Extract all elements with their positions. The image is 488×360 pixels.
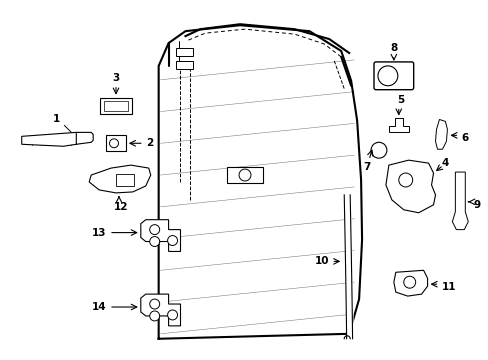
Polygon shape — [385, 160, 435, 213]
Circle shape — [403, 276, 415, 288]
Circle shape — [377, 66, 397, 86]
Text: 8: 8 — [389, 43, 397, 53]
Circle shape — [398, 173, 412, 187]
Circle shape — [149, 311, 160, 321]
Text: 13: 13 — [91, 228, 106, 238]
Text: 6: 6 — [460, 133, 468, 143]
Circle shape — [109, 139, 118, 148]
FancyBboxPatch shape — [104, 100, 128, 111]
FancyBboxPatch shape — [100, 98, 132, 113]
Polygon shape — [89, 165, 150, 193]
Polygon shape — [435, 120, 447, 149]
Circle shape — [167, 310, 177, 320]
Circle shape — [149, 225, 160, 235]
Circle shape — [239, 169, 250, 181]
Text: 14: 14 — [91, 302, 106, 312]
Polygon shape — [388, 118, 408, 132]
Circle shape — [167, 235, 177, 246]
Text: 12: 12 — [114, 202, 128, 212]
Text: 11: 11 — [441, 282, 455, 292]
Text: 3: 3 — [112, 73, 120, 83]
FancyBboxPatch shape — [373, 62, 413, 90]
Polygon shape — [141, 220, 180, 251]
Text: 5: 5 — [396, 95, 404, 105]
Bar — [175, 48, 193, 56]
Text: 1: 1 — [53, 114, 60, 125]
Polygon shape — [451, 172, 468, 230]
Text: 10: 10 — [314, 256, 328, 266]
Text: 4: 4 — [441, 158, 448, 168]
Text: 9: 9 — [472, 200, 479, 210]
Circle shape — [370, 142, 386, 158]
Polygon shape — [393, 270, 427, 296]
Text: 7: 7 — [363, 162, 370, 172]
Polygon shape — [76, 132, 93, 144]
Polygon shape — [141, 294, 180, 326]
Circle shape — [149, 299, 160, 309]
Polygon shape — [21, 132, 89, 146]
Bar — [175, 61, 193, 69]
Text: 2: 2 — [145, 138, 153, 148]
Circle shape — [149, 237, 160, 247]
Bar — [226, 167, 263, 183]
Bar — [116, 174, 134, 186]
FancyBboxPatch shape — [106, 135, 126, 151]
